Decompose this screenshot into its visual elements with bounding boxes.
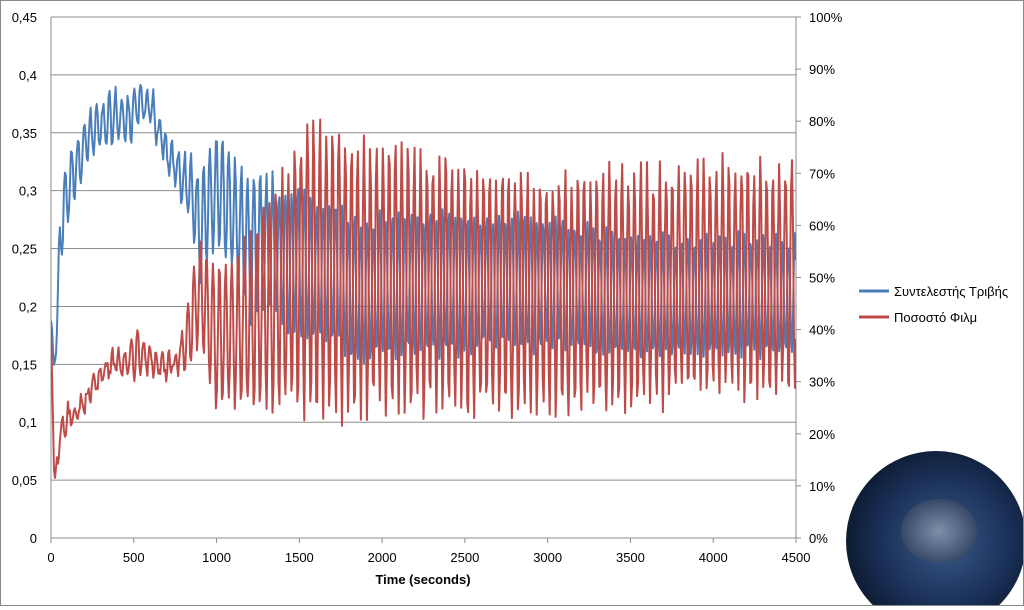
y-left-tick-label: 0,4 (19, 68, 37, 83)
y-left-tick-label: 0,3 (19, 184, 37, 199)
x-tick-label: 4500 (782, 550, 811, 565)
y-right-tick-label: 80% (809, 114, 835, 129)
x-tick-label: 2500 (450, 550, 479, 565)
x-tick-label: 2000 (368, 550, 397, 565)
y-left-tick-label: 0,45 (12, 10, 37, 25)
y-right-tick-label: 40% (809, 323, 835, 338)
y-left-tick-label: 0,2 (19, 299, 37, 314)
series-line (51, 118, 796, 479)
series-line (51, 83, 796, 366)
x-tick-label: 500 (123, 550, 145, 565)
series-group (51, 83, 796, 479)
y-right-tick-label: 20% (809, 427, 835, 442)
y-right-tick-label: 0% (809, 531, 828, 546)
y-right-tick-label: 60% (809, 218, 835, 233)
y-left-tick-label: 0,15 (12, 357, 37, 372)
micrograph-inset (846, 451, 1024, 610)
y-left-tick-label: 0 (30, 531, 37, 546)
y-right-tick-label: 100% (809, 10, 843, 25)
x-tick-label: 4000 (699, 550, 728, 565)
x-tick-label: 1000 (202, 550, 231, 565)
y-right-tick-label: 50% (809, 271, 835, 286)
y-left-tick-label: 0,05 (12, 473, 37, 488)
y-left-tick-label: 0,25 (12, 242, 37, 257)
x-tick-label: 3000 (533, 550, 562, 565)
tick-labels: 0 0,05 0,1 0,15 0,2 0,25 0,3 0,35 0,4 0,45 0% 10% 20… (12, 10, 843, 565)
legend-label: Ποσοστό Φιλμ (894, 310, 977, 325)
y-right-tick-label: 30% (809, 375, 835, 390)
legend: Συντελεστής Τριβής Ποσοστό Φιλμ (859, 284, 1008, 325)
legend-label: Συντελεστής Τριβής (894, 284, 1008, 299)
y-right-tick-label: 90% (809, 62, 835, 77)
x-axis-label: Time (seconds) (375, 572, 470, 587)
axes (50, 16, 801, 543)
x-tick-label: 3500 (616, 550, 645, 565)
y-left-tick-label: 0,1 (19, 415, 37, 430)
x-tick-label: 1500 (285, 550, 314, 565)
y-right-tick-label: 10% (809, 479, 835, 494)
y-right-tick-label: 70% (809, 166, 835, 181)
micrograph-wear-spot (901, 499, 977, 563)
x-tick-label: 0 (47, 550, 54, 565)
y-left-tick-label: 0,35 (12, 126, 37, 141)
